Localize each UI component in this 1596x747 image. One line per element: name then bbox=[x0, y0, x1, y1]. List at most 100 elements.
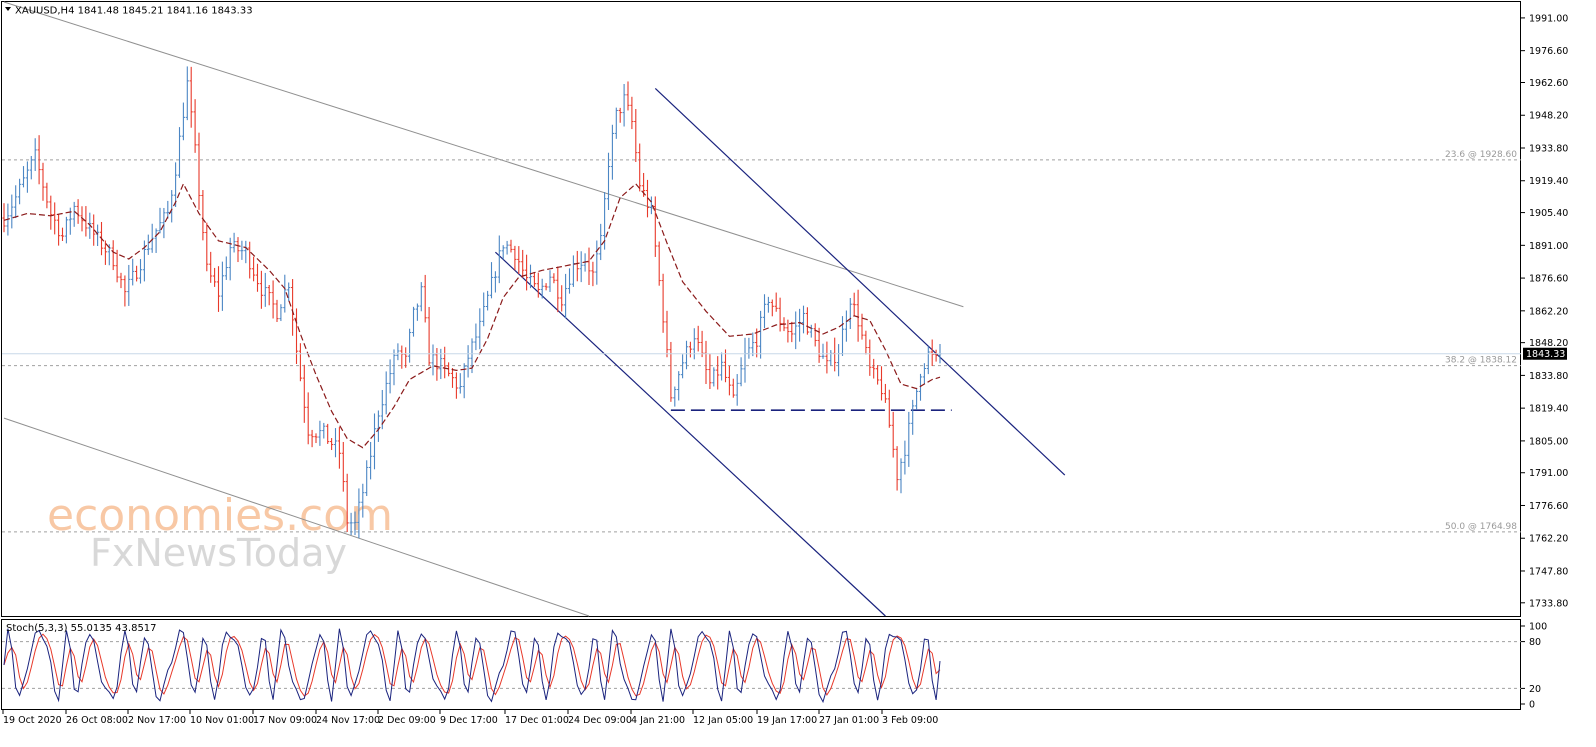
candle bbox=[337, 427, 341, 469]
y-tick-label: 1933.80 bbox=[1529, 143, 1568, 154]
candle bbox=[665, 310, 669, 358]
candle bbox=[158, 207, 162, 234]
candle bbox=[852, 292, 856, 316]
channel-lower bbox=[494, 251, 886, 617]
stoch-tick-label: 100 bbox=[1529, 622, 1547, 633]
candle bbox=[595, 240, 599, 285]
candle bbox=[232, 232, 236, 253]
x-tick-label: 12 Jan 05:00 bbox=[693, 715, 753, 726]
candle bbox=[801, 305, 806, 334]
candle bbox=[162, 207, 166, 239]
candle bbox=[848, 297, 852, 330]
candle bbox=[259, 270, 263, 309]
candle bbox=[770, 299, 774, 317]
candle bbox=[314, 433, 318, 444]
price-axis: 1991.00 1976.60 1962.60 1948.20 1933.80 1919.… bbox=[1521, 13, 1568, 609]
candle bbox=[60, 227, 65, 241]
candle bbox=[474, 323, 478, 351]
candle bbox=[333, 428, 338, 458]
candle bbox=[528, 264, 533, 289]
candle bbox=[326, 423, 330, 444]
candle bbox=[755, 328, 759, 358]
candle bbox=[220, 261, 224, 311]
candle bbox=[486, 290, 490, 311]
candle bbox=[922, 363, 926, 385]
x-tick-label: 9 Dec 17:00 bbox=[440, 715, 498, 726]
candle bbox=[287, 282, 291, 302]
candle bbox=[926, 346, 930, 375]
candle bbox=[271, 280, 275, 319]
y-tick-label: 1919.40 bbox=[1529, 176, 1568, 187]
candle bbox=[727, 365, 731, 396]
watermark-line2: FxNewsToday bbox=[90, 531, 347, 575]
stoch-pane-frame bbox=[1, 619, 1521, 710]
candle bbox=[25, 161, 29, 193]
candle bbox=[556, 266, 560, 313]
x-tick-label: 17 Nov 09:00 bbox=[253, 715, 317, 726]
candle bbox=[614, 107, 618, 139]
candle bbox=[626, 81, 630, 111]
channel-upper bbox=[654, 87, 1066, 476]
candle bbox=[41, 162, 45, 201]
candle bbox=[638, 143, 642, 192]
candle bbox=[560, 285, 564, 312]
candle bbox=[263, 272, 267, 307]
candle bbox=[209, 251, 213, 283]
candle bbox=[119, 272, 123, 289]
candle bbox=[252, 256, 256, 282]
candle bbox=[739, 357, 743, 387]
candle bbox=[18, 178, 22, 205]
candle bbox=[322, 422, 326, 439]
candle bbox=[525, 254, 529, 291]
chevron-down-icon[interactable] bbox=[5, 7, 11, 11]
candle bbox=[794, 311, 798, 350]
candle bbox=[677, 371, 681, 401]
candle bbox=[653, 196, 657, 257]
candle bbox=[774, 292, 778, 312]
candle bbox=[10, 194, 14, 229]
candle bbox=[92, 214, 96, 246]
candle bbox=[392, 349, 396, 386]
ma-line bbox=[3, 182, 941, 449]
y-tick-label: 1762.20 bbox=[1529, 534, 1568, 545]
candle bbox=[330, 438, 334, 451]
candle bbox=[419, 282, 423, 312]
candle bbox=[189, 66, 193, 128]
candle bbox=[248, 241, 252, 279]
stoch-main-line bbox=[3, 628, 941, 704]
candle bbox=[918, 373, 923, 401]
candle bbox=[349, 512, 353, 536]
candle bbox=[135, 265, 139, 282]
candle bbox=[150, 223, 154, 253]
candle bbox=[766, 296, 770, 313]
candle bbox=[45, 182, 49, 209]
fibonacci-levels: 23.6 @ 1928.60 38.2 @ 1838.12 50.0 @ 1764.… bbox=[2, 150, 1521, 533]
candle bbox=[864, 330, 868, 355]
candle bbox=[762, 294, 767, 329]
x-tick-label: 19 Jan 17:00 bbox=[757, 715, 817, 726]
candle bbox=[723, 349, 728, 383]
candle bbox=[790, 321, 794, 343]
candle bbox=[185, 66, 189, 121]
y-tick-label: 1791.00 bbox=[1529, 468, 1568, 479]
candle bbox=[283, 274, 287, 313]
candle bbox=[899, 458, 903, 494]
candle bbox=[895, 446, 899, 491]
candle bbox=[478, 308, 482, 350]
candle bbox=[564, 273, 568, 319]
y-tick-label: 1848.20 bbox=[1529, 338, 1568, 349]
y-tick-label: 1976.60 bbox=[1529, 46, 1568, 57]
candle bbox=[396, 343, 400, 361]
x-tick-label: 24 Dec 09:00 bbox=[568, 715, 632, 726]
current-price-label: 1843.33 bbox=[1526, 349, 1565, 360]
x-tick-label: 27 Jan 01:00 bbox=[819, 715, 879, 726]
current-price-badge: 1843.33 bbox=[1523, 347, 1567, 360]
candles bbox=[2, 66, 942, 539]
x-tick-label: 10 Nov 01:00 bbox=[190, 715, 254, 726]
x-tick-label: 24 Nov 17:00 bbox=[316, 715, 380, 726]
candle bbox=[712, 367, 716, 387]
candle bbox=[29, 155, 33, 180]
candle bbox=[228, 237, 232, 281]
